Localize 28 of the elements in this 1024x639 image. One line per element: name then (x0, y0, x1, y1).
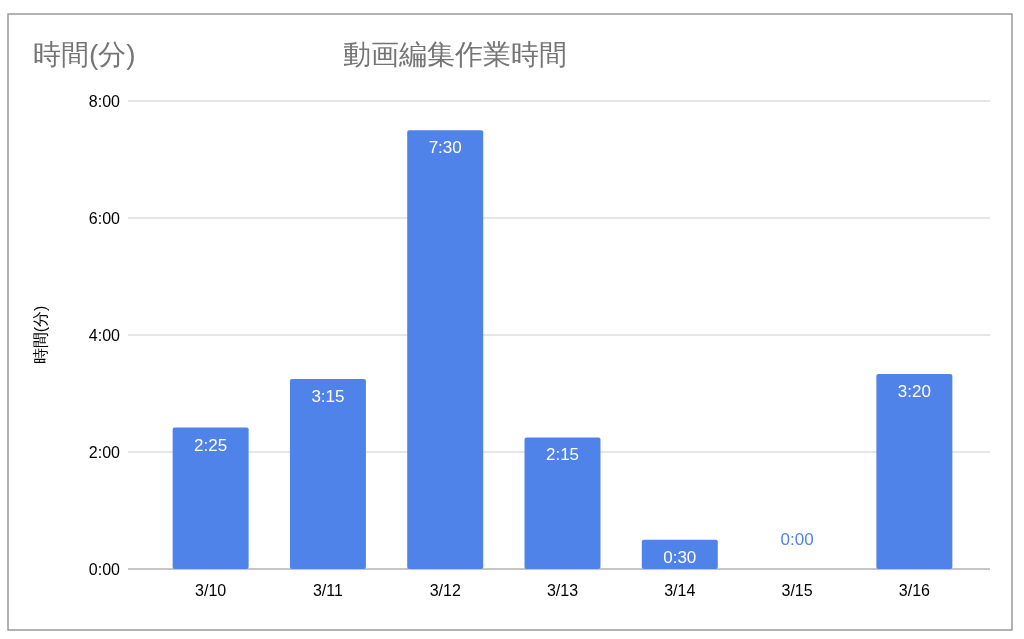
data-label: 0:00 (780, 530, 814, 549)
x-tick-label: 3/14 (664, 582, 696, 599)
y-tick-label: 4:00 (88, 327, 121, 344)
bar (524, 437, 601, 569)
y-tick-label: 2:00 (88, 444, 121, 461)
x-tick-label: 3/11 (312, 582, 344, 599)
y-tick-label: 0:00 (88, 561, 121, 578)
x-tick-label: 3/10 (195, 582, 227, 599)
y-axis-title: 時間(分) (32, 305, 49, 365)
x-tick-label: 3/16 (898, 582, 931, 599)
bar (641, 539, 718, 569)
text: 時間(分) (33, 39, 136, 70)
chart-title: 動画編集作業時間 (343, 39, 567, 70)
data-label: 3:20 (897, 382, 931, 401)
x-tick-label: 3/12 (429, 582, 461, 599)
x-tick-label: 3/15 (781, 582, 813, 599)
bar (876, 374, 953, 569)
y-tick-label: 6:00 (88, 210, 121, 227)
data-label: 3:15 (311, 386, 345, 406)
data-label: 2:25 (194, 435, 228, 455)
data-label: 7:30 (428, 138, 462, 158)
data-label: 2:15 (545, 445, 580, 465)
data-label: 0:30 (663, 547, 697, 567)
bar (289, 378, 366, 569)
x-tick-label: 3/13 (546, 582, 579, 599)
y-tick-label: 8:00 (88, 93, 121, 110)
bar (172, 427, 249, 569)
bar (407, 130, 484, 569)
